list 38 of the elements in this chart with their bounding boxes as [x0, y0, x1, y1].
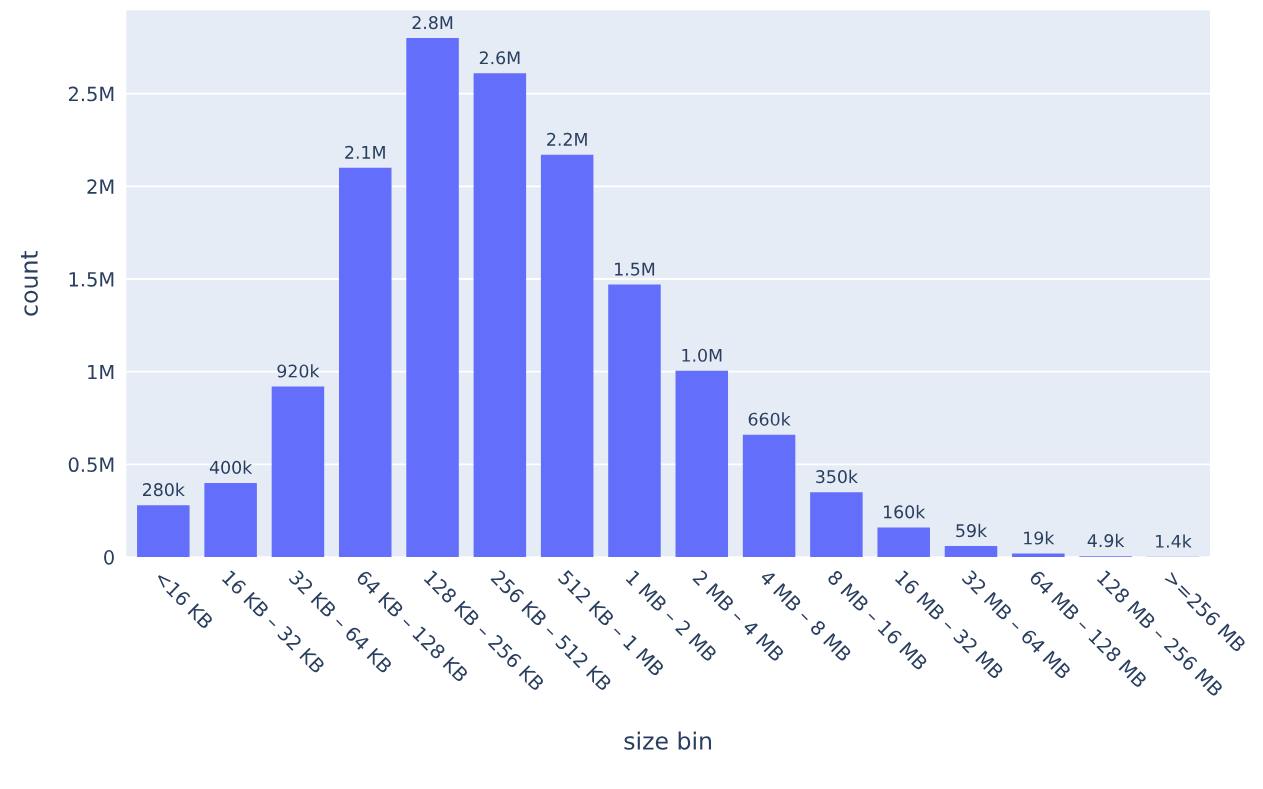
x-axis-title: size bin	[624, 731, 712, 750]
y-tick-label: 2.5M	[68, 86, 114, 102]
data-label: 2.8M	[412, 16, 453, 30]
data-label: 160k	[884, 505, 926, 519]
bar	[810, 492, 863, 558]
y-tick-label: 2M	[87, 179, 114, 194]
bar	[742, 434, 796, 558]
bar	[204, 482, 257, 558]
data-label: 1.4k	[1156, 534, 1192, 548]
data-label: 1.0M	[682, 348, 722, 362]
y-axis-title: count	[21, 250, 38, 316]
bar	[540, 154, 594, 558]
bar	[675, 370, 729, 558]
bar	[271, 386, 325, 558]
data-label: 1.5M	[615, 262, 655, 276]
data-label: 660k	[748, 412, 791, 426]
bar	[944, 546, 998, 558]
data-label: 400k	[209, 460, 253, 474]
data-label: 2.6M	[479, 51, 520, 65]
data-label: 2.1M	[345, 145, 385, 159]
bar	[137, 505, 190, 558]
data-label: 19k	[1024, 531, 1055, 545]
data-label: 4.9k	[1087, 533, 1125, 548]
y-tick-label: 0.5M	[68, 457, 114, 473]
data-label: 59k	[956, 523, 988, 538]
x-tick-label: <16 KB	[154, 569, 214, 630]
bar	[877, 527, 930, 558]
y-tick-label: 1.5M	[69, 272, 114, 287]
data-label: 920k	[277, 364, 320, 378]
data-label: 280k	[143, 482, 185, 497]
data-label: 350k	[816, 469, 858, 484]
bar	[338, 167, 392, 558]
y-tick-label: 0	[104, 549, 114, 565]
bar	[608, 284, 661, 558]
bar	[406, 38, 459, 558]
bar	[473, 73, 527, 558]
data-label: 2.2M	[547, 132, 587, 146]
y-tick-label: 1M	[88, 364, 114, 380]
